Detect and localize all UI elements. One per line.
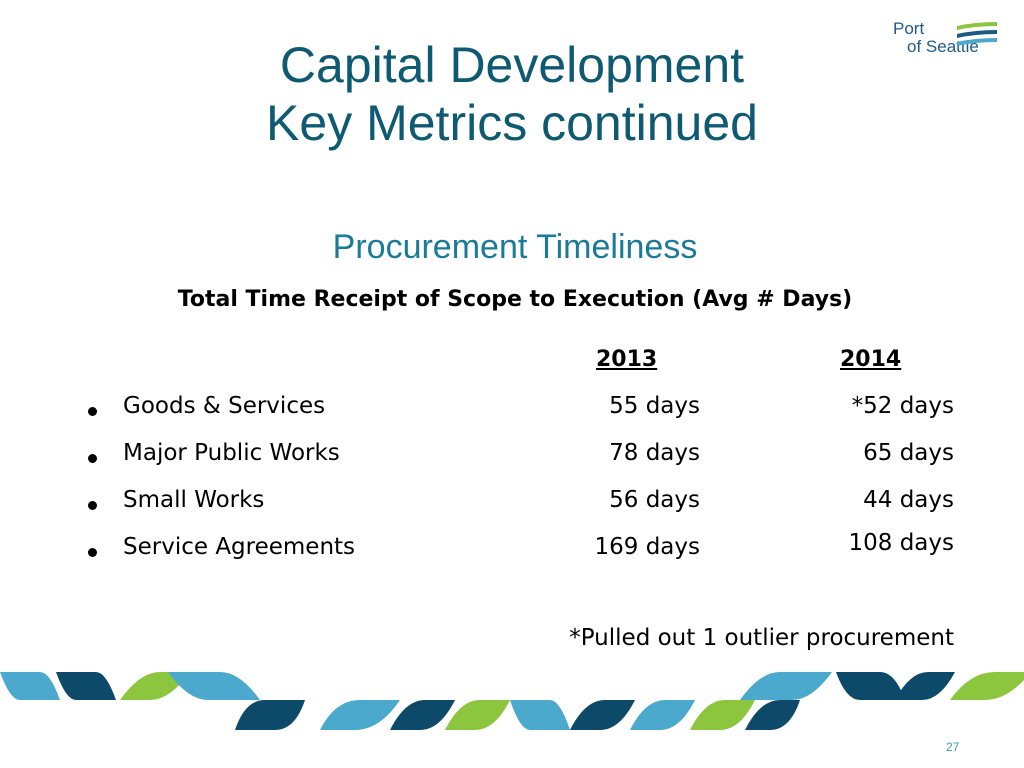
bullet-icon <box>88 501 97 510</box>
page-number: 27 <box>946 740 960 754</box>
value-2014: *52 days <box>851 393 954 419</box>
logo-stripes-icon <box>957 22 997 46</box>
decorative-wave-band <box>0 672 1024 730</box>
table-row: Goods & Services 55 days *52 days <box>0 393 1024 433</box>
slide-subtitle: Procurement Timeliness <box>332 228 698 266</box>
bullet-icon <box>88 454 97 463</box>
value-2013: 56 days <box>609 487 700 513</box>
row-label: Service Agreements <box>123 534 356 560</box>
value-2014: 44 days <box>863 487 954 513</box>
value-2013: 169 days <box>594 534 701 560</box>
table-row: Major Public Works 78 days 65 days <box>0 440 1024 480</box>
bullet-icon <box>88 548 97 557</box>
table-heading: Total Time Receipt of Scope to Execution… <box>177 287 853 312</box>
title-line-1: Capital Development <box>279 37 745 93</box>
value-2013: 78 days <box>609 440 700 466</box>
table-row: Service Agreements 169 days 108 days <box>0 530 1024 574</box>
value-2014: 108 days <box>848 530 955 556</box>
logo-line-1: Port <box>893 19 925 38</box>
column-header-2013: 2013 <box>596 347 658 372</box>
column-header-2014: 2014 <box>840 347 902 372</box>
value-2014: 65 days <box>863 440 954 466</box>
footnote: *Pulled out 1 outlier procurement <box>569 625 954 651</box>
value-2013: 55 days <box>609 393 700 419</box>
port-of-seattle-logo: Port of Seattle <box>893 18 1003 66</box>
slide-title: Capital Development Key Metrics continue… <box>0 36 1024 152</box>
title-line-2: Key Metrics continued <box>266 95 758 151</box>
row-label: Small Works <box>123 487 265 513</box>
row-label: Major Public Works <box>123 440 340 466</box>
table-row: Small Works 56 days 44 days <box>0 487 1024 527</box>
bullet-icon <box>88 407 97 416</box>
row-label: Goods & Services <box>123 393 326 419</box>
